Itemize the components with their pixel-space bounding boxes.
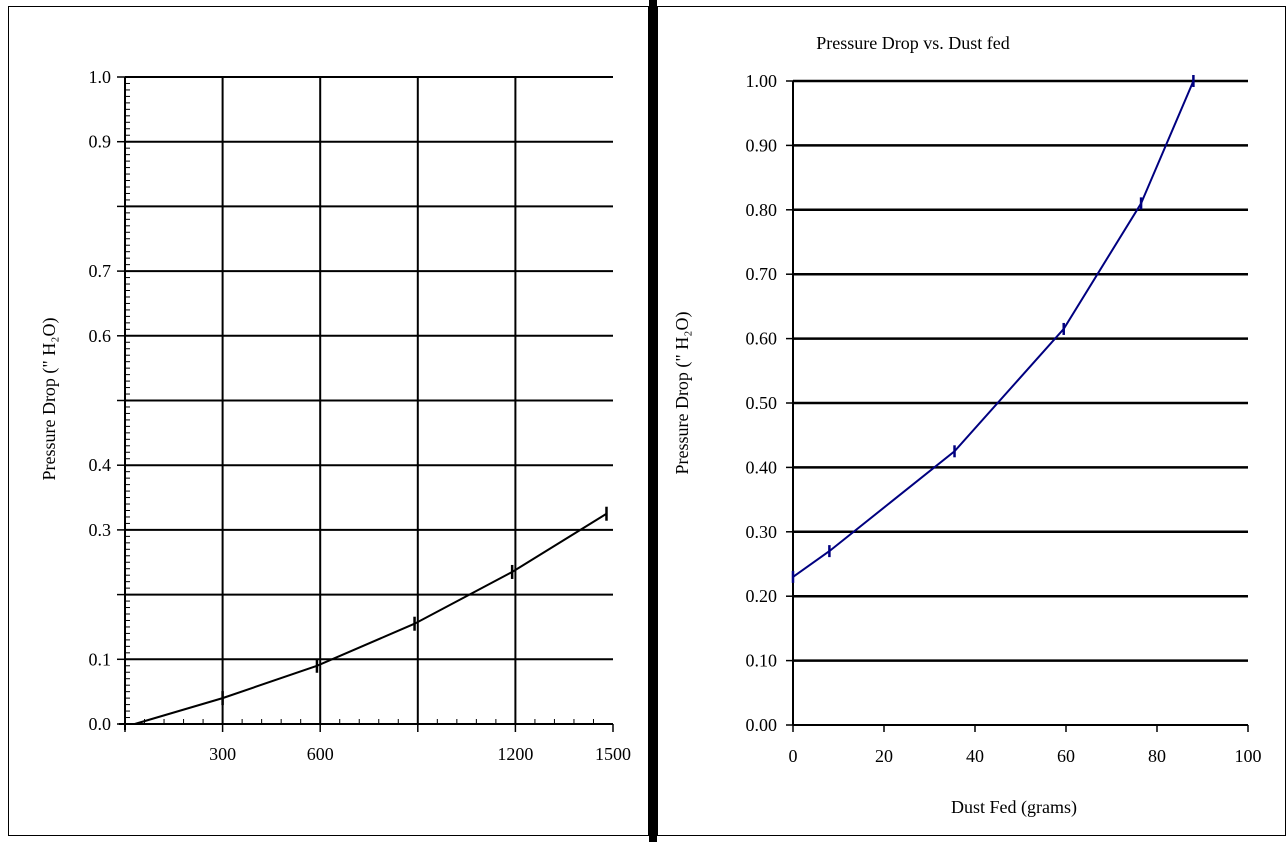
left-x-tick-label: 300 [209, 744, 236, 764]
right-y-tick-label: 0.60 [746, 329, 778, 349]
right-y-tick-label: 0.10 [746, 651, 778, 671]
left-x-tick-label: 600 [307, 744, 334, 764]
right-x-tick-label: 40 [966, 746, 984, 766]
right-y-tick-label: 0.70 [746, 264, 778, 284]
right-y-tick-label: 0.90 [746, 135, 778, 155]
right-y-tick-label: 0.30 [746, 522, 778, 542]
left-chart: Pressure Drop (" H₂O) 0.0 0.1 0.3 0.4 0.6 0.7… [39, 67, 631, 764]
left-chart-panel: Pressure Drop (" H₂O) 0.0 0.1 0.3 0.4 0.6 0.7… [8, 6, 649, 836]
right-y-tick-label: 0.80 [746, 200, 778, 220]
right-chart: Pressure Drop vs. Dust fed Pressure Drop… [672, 33, 1262, 818]
left-y-tick-label: 0.3 [89, 520, 112, 540]
right-x-tick-label: 20 [875, 746, 893, 766]
right-y-axis-label: Pressure Drop (" H₂O) [672, 311, 693, 474]
right-x-tick-label: 0 [789, 746, 798, 766]
left-y-axis-label: Pressure Drop (" H₂O) [39, 317, 60, 480]
left-x-tick-label: 1200 [497, 744, 533, 764]
left-y-tick-label: 0.9 [89, 132, 112, 152]
left-y-tick-label: 1.0 [89, 67, 112, 87]
right-x-tick-label: 100 [1235, 746, 1262, 766]
left-y-tick-label: 0.1 [89, 649, 112, 669]
right-series-line [792, 80, 1195, 578]
right-x-tick-label: 60 [1057, 746, 1075, 766]
left-y-tick-label: 0.4 [89, 455, 112, 475]
right-chart-panel: Pressure Drop vs. Dust fed Pressure Drop… [657, 6, 1286, 836]
right-y-tick-label: 0.20 [746, 586, 778, 606]
left-y-tick-label: 0.0 [89, 714, 112, 734]
right-x-axis-label: Dust Fed (grams) [951, 797, 1077, 818]
left-series-line [134, 512, 608, 725]
right-x-tick-label: 80 [1148, 746, 1166, 766]
right-y-tick-label: 0.50 [746, 393, 778, 413]
panel-divider [649, 0, 657, 842]
right-chart-title: Pressure Drop vs. Dust fed [816, 33, 1009, 53]
left-x-tick-label: 1500 [595, 744, 631, 764]
right-y-tick-label: 0.00 [746, 715, 778, 735]
right-y-tick-label: 1.00 [746, 71, 778, 91]
left-y-tick-label: 0.6 [89, 326, 112, 346]
right-y-tick-label: 0.40 [746, 457, 778, 477]
left-y-tick-label: 0.7 [89, 261, 112, 281]
